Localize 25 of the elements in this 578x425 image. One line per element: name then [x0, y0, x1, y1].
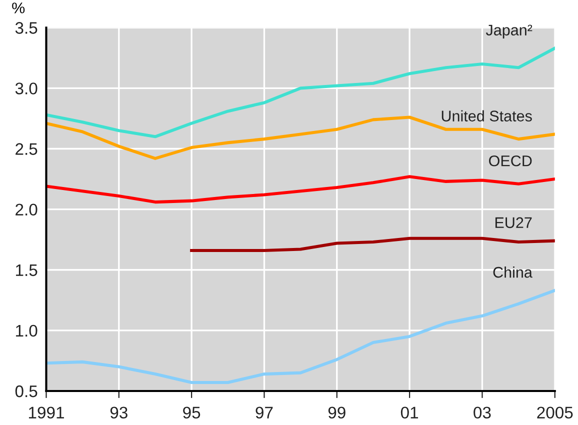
x-tick-label: 1991	[28, 406, 64, 419]
x-tick-label: 95	[183, 406, 200, 419]
line-series	[46, 46, 555, 138]
y-tick-label: 2.0	[16, 204, 38, 216]
x-tick-label: 01	[400, 406, 418, 419]
series-label: Japan²	[486, 24, 532, 38]
y-tick-label: 1.5	[16, 264, 38, 276]
x-tick-label: 97	[256, 406, 273, 419]
series-label: United States	[442, 110, 532, 122]
x-tick-label: 93	[110, 406, 128, 419]
series-label: China	[493, 266, 532, 278]
series-label: EU27	[495, 217, 532, 228]
line-series	[46, 175, 555, 204]
y-tick-label: 1.0	[16, 324, 38, 337]
y-tick-label: 3.5	[15, 22, 38, 34]
x-tick-label: 03	[474, 406, 491, 419]
y-tick-label: 3.0	[15, 82, 38, 94]
x-tick-label: 2005	[537, 406, 573, 419]
y-tick-label: 0.5	[15, 385, 38, 398]
series-label: OECD	[489, 155, 532, 166]
y-tick-label: 2.5	[16, 143, 38, 155]
y-axis-title: %	[12, 2, 25, 14]
line-series	[46, 288, 555, 384]
x-tick-label: 99	[328, 406, 346, 419]
line-series	[190, 236, 555, 252]
